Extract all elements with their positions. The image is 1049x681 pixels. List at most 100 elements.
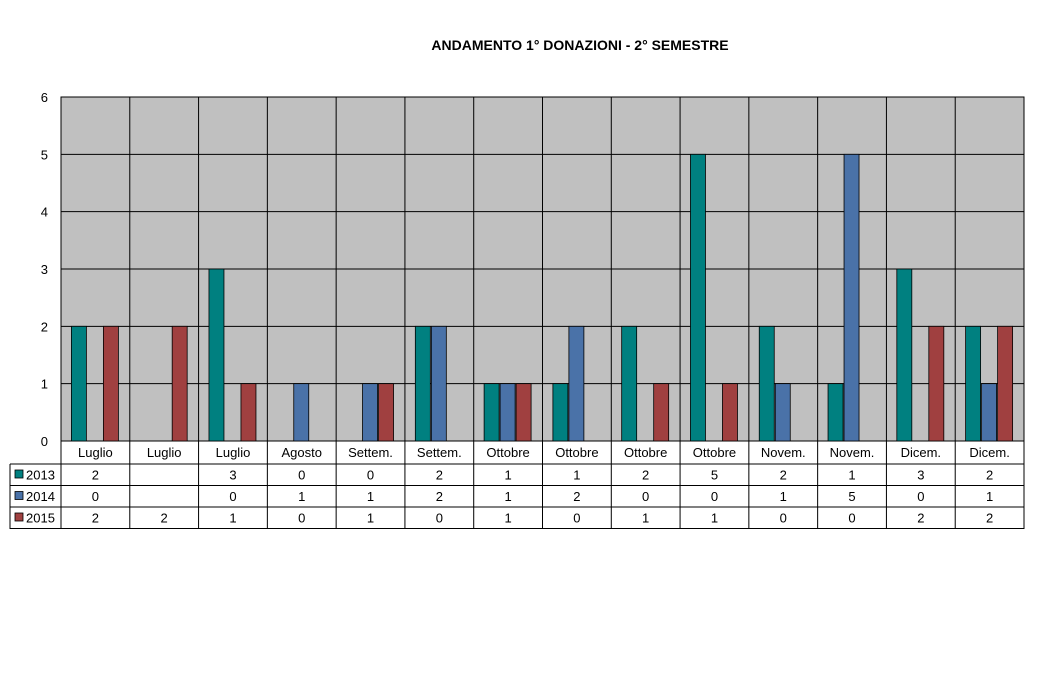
category-label: Dicem.: [901, 445, 941, 460]
bar-2014: [293, 383, 310, 442]
legend-label: 2015: [26, 511, 55, 526]
bar-2014: [362, 383, 378, 442]
data-label: 1: [367, 489, 374, 504]
category-label: Ottobre: [555, 445, 598, 460]
category-label: Novem.: [830, 445, 875, 460]
data-label: 0: [848, 511, 855, 526]
bar-2013: [552, 383, 569, 442]
y-tick-label: 6: [41, 90, 48, 105]
legend-label: 2014: [26, 489, 55, 504]
bar-2015: [378, 383, 394, 442]
legend-key-2015: [14, 512, 24, 522]
data-label: 1: [504, 468, 511, 483]
data-label: 0: [298, 468, 305, 483]
data-label: 2: [780, 468, 787, 483]
legend-key-2014: [14, 491, 24, 500]
data-label: 2: [436, 489, 443, 504]
bar-2015: [928, 325, 945, 442]
category-label: Luglio: [78, 445, 113, 460]
bar-2013: [208, 268, 225, 442]
bar-2013: [896, 268, 913, 442]
data-label: 2: [436, 468, 443, 483]
data-label: 0: [917, 489, 924, 504]
data-label: 1: [298, 489, 305, 504]
category-label: Ottobre: [486, 445, 529, 460]
data-label: 2: [642, 468, 649, 483]
data-label: 1: [986, 489, 993, 504]
bar-2013: [414, 325, 431, 442]
bar-2015: [171, 325, 188, 442]
bar-2015: [722, 383, 738, 442]
bar-2015: [515, 383, 532, 442]
bar-2014: [499, 383, 516, 442]
legend-label: 2013: [26, 468, 55, 483]
bar-2013: [827, 383, 844, 442]
legend-key-2013: [14, 469, 24, 479]
data-label: 1: [711, 511, 718, 526]
bar-2014: [981, 383, 998, 442]
category-label: Luglio: [147, 445, 182, 460]
bar-2014: [568, 325, 585, 442]
data-label: 1: [642, 511, 649, 526]
data-table: Luglio Luglio Luglio Agosto Settem. Settem. Ot…: [9, 441, 1025, 529]
data-label: 1: [229, 511, 236, 526]
data-label: 2: [92, 468, 99, 483]
bars: [70, 153, 1014, 442]
data-label: 0: [573, 511, 580, 526]
data-label: 1: [573, 468, 580, 483]
data-label: 2: [573, 489, 580, 504]
bar-2015: [997, 325, 1014, 442]
y-tick-label: 5: [41, 147, 48, 162]
data-label: 1: [504, 511, 511, 526]
data-label: 0: [436, 511, 443, 526]
data-label: 0: [229, 489, 236, 504]
data-label: 1: [367, 511, 374, 526]
data-label: 3: [229, 468, 236, 483]
data-label: 1: [780, 489, 787, 504]
bar-2015: [240, 383, 257, 442]
y-tick-label: 0: [41, 434, 48, 449]
data-label: 0: [642, 489, 649, 504]
data-label: 5: [848, 489, 855, 504]
bar-2013: [690, 153, 706, 442]
data-label: 2: [92, 511, 99, 526]
bar-2013: [70, 325, 87, 442]
data-label: 3: [917, 468, 924, 483]
data-label: 0: [92, 489, 99, 504]
data-label: 2: [986, 511, 993, 526]
bar-2013: [758, 325, 775, 442]
y-tick-label: 1: [41, 377, 48, 392]
data-label: 0: [367, 468, 374, 483]
bar-2014: [774, 383, 791, 442]
data-label: 0: [298, 511, 305, 526]
data-label: 1: [848, 468, 855, 483]
data-label: 1: [504, 489, 511, 504]
data-label: 2: [986, 468, 993, 483]
grid-lines: [61, 96, 1024, 529]
y-tick-label: 3: [41, 262, 48, 277]
bar-2014: [843, 153, 860, 442]
category-label: Novem.: [761, 445, 806, 460]
category-label: Settem.: [348, 445, 393, 460]
chart-title: ANDAMENTO 1° DONAZIONI - 2° SEMESTRE: [431, 37, 729, 53]
y-axis-ticks: 0 1 2 3 4 5 6: [41, 90, 48, 449]
y-tick-label: 4: [41, 205, 48, 220]
bar-2015: [653, 383, 670, 442]
bar-2013: [965, 325, 982, 442]
data-label: 2: [161, 511, 168, 526]
category-label: Settem.: [417, 445, 462, 460]
bar-2015: [102, 325, 119, 442]
data-label: 5: [711, 468, 718, 483]
category-label: Ottobre: [693, 445, 736, 460]
category-label: Luglio: [216, 445, 251, 460]
bar-2013: [621, 325, 638, 442]
data-label: 0: [711, 489, 718, 504]
bar-2013: [483, 383, 500, 442]
data-label: 2: [917, 511, 924, 526]
y-tick-label: 2: [41, 319, 48, 334]
category-label: Dicem.: [969, 445, 1009, 460]
bar-2014: [430, 325, 447, 442]
data-label: 0: [780, 511, 787, 526]
category-label: Ottobre: [624, 445, 667, 460]
